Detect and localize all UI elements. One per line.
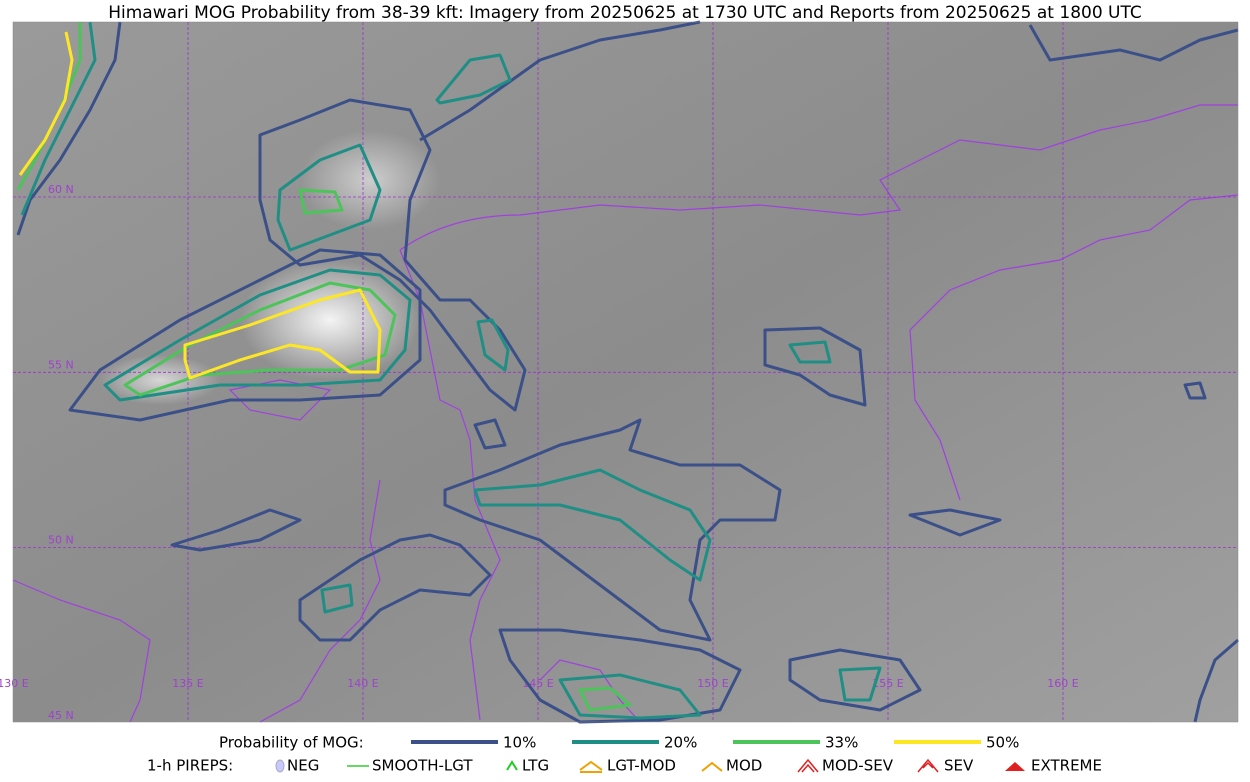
contour [763,326,867,407]
legend-label: EXTREME [1031,757,1102,775]
contour [473,468,712,582]
contour [1193,638,1239,723]
contour [419,20,701,142]
lon-label: 140 E [347,677,378,690]
contour [298,188,344,215]
legend-label: MOD-SEV [822,757,894,775]
map: 130 E 135 E 140 E 145 E 150 E 155 E 160 E60 N5… [0,20,1239,724]
contour [578,686,632,712]
contour [298,533,492,642]
contour [435,53,512,105]
lat-label: 45 N [48,709,74,722]
legend-label: 20% [664,734,697,752]
contour [788,648,922,712]
contour [473,418,507,450]
contour [1028,24,1239,62]
legend: Probability of MOG: 1-h PIREPS: 10% 20% 33… [147,734,1102,775]
legend-label: MOD [726,757,762,775]
coastline [259,479,381,723]
contour [20,21,97,216]
lon-label: 150 E [697,677,728,690]
contour [788,340,832,364]
coastline [399,249,501,721]
contour [68,248,422,422]
legend-label: SMOOTH-LGT [372,757,473,775]
lon-label: 130 E [0,677,29,690]
coastline [228,379,332,421]
contour [183,288,382,380]
lat-label: 60 N [48,183,74,196]
lon-label: 160 E [1047,677,1078,690]
contour [276,143,382,252]
contour [1183,381,1207,400]
legend-label: LTG [522,757,549,775]
contour [16,21,122,236]
contour [558,673,702,720]
contour [18,31,74,176]
contour [170,508,302,552]
contour [498,628,742,724]
contour [838,666,882,702]
contour [320,583,354,614]
lat-label: 55 N [48,358,74,371]
pirep-icon [275,759,285,773]
cloud [240,260,420,380]
coastline [539,659,641,723]
contour [476,318,510,372]
legend-title: Probability of MOG: [219,734,364,752]
coastlines [12,104,1239,723]
lon-label: 155 E [872,677,903,690]
lat-label: 50 N [48,534,74,547]
pirep-icon [579,760,603,773]
graticule: 130 E 135 E 140 E 145 E 150 E 155 E 160 E60 N5… [0,22,1238,722]
legend-label: 10% [503,734,536,752]
pirep-icon [797,758,819,773]
contours [16,20,1239,724]
legend-label: LGT-MOD [607,757,676,775]
legend-title: 1-h PIREPS: [147,757,233,775]
map-frame [12,21,1239,723]
pirep-icon [701,761,723,772]
lon-label: 135 E [172,677,203,690]
contour [443,418,782,642]
legend-label: 50% [986,734,1019,752]
contour [103,268,412,402]
cloud [100,355,220,405]
pirep-icon [1005,762,1025,771]
contour [258,98,527,412]
contour [908,508,1002,537]
pirep-icon [506,760,518,771]
pirep-icon [917,758,939,773]
legend-label: SEV [944,757,974,775]
legend-label: 33% [825,734,858,752]
legend-label: NEG [287,757,319,775]
coastline [12,579,151,723]
coastline [399,104,1238,251]
title: Himawari MOG Probability from 38-39 kft:… [108,3,1142,23]
coastline [909,194,1239,501]
